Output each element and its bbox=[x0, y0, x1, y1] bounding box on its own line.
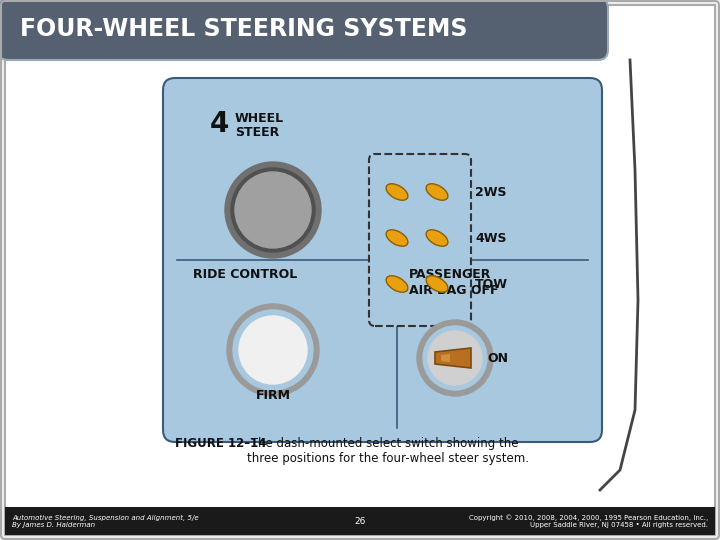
Text: 26: 26 bbox=[354, 516, 366, 525]
FancyBboxPatch shape bbox=[163, 78, 602, 442]
Ellipse shape bbox=[426, 184, 448, 200]
Text: Automotive Steering, Suspension and Alignment, 5/e
By James D. Halderman: Automotive Steering, Suspension and Alig… bbox=[12, 515, 199, 528]
Text: 4WS: 4WS bbox=[475, 232, 506, 245]
Ellipse shape bbox=[426, 276, 448, 292]
Text: The dash-mounted select switch showing the
three positions for the four-wheel st: The dash-mounted select switch showing t… bbox=[247, 437, 529, 465]
Text: ON: ON bbox=[487, 352, 508, 365]
Ellipse shape bbox=[386, 230, 408, 246]
Circle shape bbox=[225, 162, 321, 258]
Text: WHEEL: WHEEL bbox=[235, 112, 284, 125]
Text: PASSENGER: PASSENGER bbox=[409, 268, 491, 281]
Bar bbox=[5, 507, 715, 535]
Text: FIGURE 12–14: FIGURE 12–14 bbox=[175, 437, 266, 450]
Ellipse shape bbox=[386, 276, 408, 292]
FancyBboxPatch shape bbox=[0, 0, 608, 60]
Circle shape bbox=[423, 326, 487, 390]
Text: AIR BAG OFF: AIR BAG OFF bbox=[409, 284, 498, 297]
FancyBboxPatch shape bbox=[369, 154, 471, 326]
Text: 2WS: 2WS bbox=[475, 186, 506, 199]
Text: STEER: STEER bbox=[235, 126, 279, 139]
Text: TOW: TOW bbox=[475, 278, 508, 291]
Text: Copyright © 2010, 2008, 2004, 2000, 1995 Pearson Education, Inc.,
Upper Saddle R: Copyright © 2010, 2008, 2004, 2000, 1995… bbox=[469, 514, 708, 528]
Circle shape bbox=[233, 310, 313, 390]
Text: FIRM: FIRM bbox=[256, 389, 290, 402]
Text: FOUR-WHEEL STEERING SYSTEMS: FOUR-WHEEL STEERING SYSTEMS bbox=[20, 17, 467, 41]
Circle shape bbox=[239, 316, 307, 384]
Polygon shape bbox=[435, 348, 471, 368]
Circle shape bbox=[231, 168, 315, 252]
Text: RIDE CONTROL: RIDE CONTROL bbox=[193, 268, 297, 281]
Circle shape bbox=[235, 172, 311, 248]
Text: 4: 4 bbox=[210, 110, 230, 138]
Ellipse shape bbox=[426, 230, 448, 246]
Polygon shape bbox=[441, 354, 450, 362]
Ellipse shape bbox=[386, 184, 408, 200]
Circle shape bbox=[428, 331, 482, 385]
Circle shape bbox=[227, 304, 319, 396]
Circle shape bbox=[417, 320, 493, 396]
